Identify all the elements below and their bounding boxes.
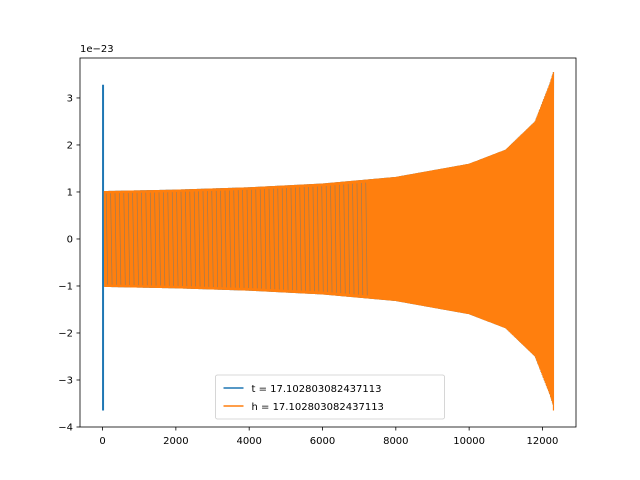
series-t-streak [242, 190, 245, 288]
plot-area [102, 72, 555, 411]
series-t-streak [145, 192, 148, 286]
series-t-streak [268, 188, 271, 290]
x-tick-label: 8000 [383, 436, 408, 447]
x-tick-label: 4000 [236, 436, 261, 447]
series-t-streak [343, 184, 346, 294]
series-t-streak [325, 185, 328, 292]
x-tick-label: 10000 [453, 436, 485, 447]
series-t-streak [339, 184, 342, 294]
series-t-streak [215, 190, 218, 288]
series-t-streak [312, 186, 315, 292]
series-t-streak [308, 186, 311, 291]
series-t-streak [317, 186, 320, 292]
series-t-streak [167, 192, 170, 286]
x-axis: 0 2000 4000 6000 8000 10000 12000 [99, 427, 558, 447]
series-t-streak [158, 192, 161, 286]
series-t-streak [281, 188, 284, 290]
series-t-streak [127, 192, 130, 285]
legend-label-t: t = 17.102803082437113 [252, 384, 382, 395]
series-t-streak [255, 189, 258, 289]
series-t-streak [356, 183, 359, 295]
x-tick-label: 2000 [163, 436, 188, 447]
series-t-streak [114, 193, 117, 285]
series-t-streak [171, 192, 174, 286]
series-t-streak [119, 193, 122, 285]
series-t-streak [136, 192, 139, 286]
y-axis: −4 −3 −2 −1 0 1 2 3 [58, 93, 80, 434]
series-t-streak [334, 185, 337, 293]
series-t-streak [233, 190, 236, 288]
series-t-streak [365, 182, 368, 296]
series-t-streak [163, 192, 166, 286]
series-t-streak [224, 190, 227, 288]
y-tick-label: 2 [67, 140, 73, 151]
series-t-streak [361, 182, 364, 295]
series-t-streak [202, 191, 205, 287]
series-t-streak [277, 188, 280, 290]
series-t-streak [352, 183, 355, 295]
series-t-streak [246, 189, 249, 289]
series-t-streak [193, 191, 196, 287]
series-t-streak [303, 187, 306, 291]
series-t-streak [211, 190, 214, 287]
legend: t = 17.102803082437113 h = 17.1028030824… [215, 374, 445, 420]
series-t-streak [149, 192, 152, 286]
y-tick-label: 0 [67, 234, 73, 245]
series-t-streak [290, 187, 293, 291]
legend-label-h: h = 17.102803082437113 [252, 402, 384, 413]
y-offset-text: 1e−23 [80, 44, 114, 55]
series-t-streak [189, 191, 192, 287]
series-t-streak [321, 186, 324, 292]
series-t-streak [207, 191, 210, 287]
series-t-streak [185, 191, 188, 287]
legend-box [215, 374, 445, 420]
series-t-streak [123, 193, 126, 285]
series-t-streak [105, 193, 108, 285]
series-t-streak [220, 190, 223, 288]
series-t-streak [132, 192, 135, 286]
x-tick-label: 6000 [310, 436, 335, 447]
y-tick-label: 3 [67, 93, 73, 104]
y-tick-label: −1 [58, 281, 73, 292]
series-t-streak [251, 189, 254, 289]
y-tick-label: −4 [58, 423, 73, 434]
series-t-streak [259, 189, 262, 289]
axes-frame [79, 57, 577, 428]
series-t-streak [299, 187, 302, 291]
series-t-streak [176, 192, 179, 286]
x-tick-label: 0 [99, 436, 105, 447]
series-t-streak [347, 184, 350, 294]
series-t-streak [229, 190, 232, 288]
series-t-streak [154, 192, 157, 286]
series-t-streak [295, 187, 298, 291]
series-t-streak [286, 188, 289, 290]
y-tick-label: −2 [58, 328, 73, 339]
series-t-streak [141, 192, 144, 286]
series-t-streak [273, 188, 276, 290]
series-t-streak [330, 185, 333, 293]
series-t-streak [110, 193, 113, 285]
x-tick-label: 12000 [527, 436, 559, 447]
series-t-streak [198, 191, 201, 287]
y-tick-label: −3 [58, 375, 73, 386]
series-t-streak [180, 191, 183, 287]
y-tick-label: 1 [67, 187, 73, 198]
series-t-streak [237, 190, 240, 288]
series-t-streak [264, 189, 267, 289]
series-h-line [103, 72, 555, 411]
